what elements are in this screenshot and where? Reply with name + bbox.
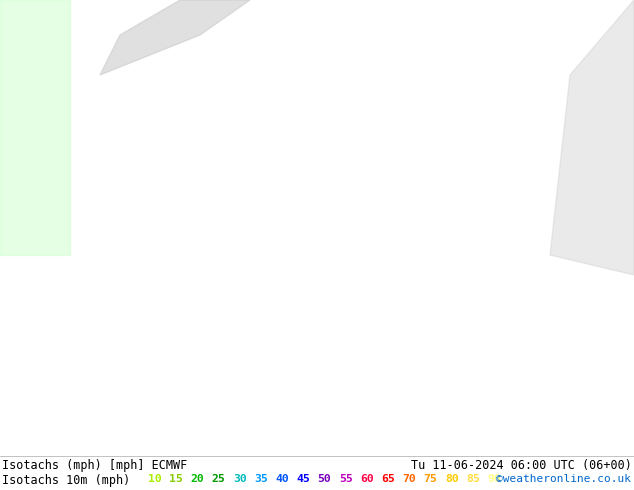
Text: 25: 25 bbox=[212, 474, 225, 484]
Text: 10: 10 bbox=[148, 474, 162, 484]
Text: 75: 75 bbox=[424, 474, 437, 484]
Polygon shape bbox=[100, 0, 250, 75]
Text: 20: 20 bbox=[190, 474, 204, 484]
Text: Isotachs (mph) [mph] ECMWF: Isotachs (mph) [mph] ECMWF bbox=[2, 459, 187, 472]
Text: 45: 45 bbox=[297, 474, 310, 484]
Polygon shape bbox=[550, 0, 634, 275]
Text: 55: 55 bbox=[339, 474, 353, 484]
Text: 80: 80 bbox=[445, 474, 458, 484]
Text: 60: 60 bbox=[360, 474, 374, 484]
Text: 65: 65 bbox=[381, 474, 395, 484]
Text: 35: 35 bbox=[254, 474, 268, 484]
Text: 15: 15 bbox=[169, 474, 183, 484]
Text: 85: 85 bbox=[466, 474, 480, 484]
Text: 50: 50 bbox=[318, 474, 332, 484]
Text: 30: 30 bbox=[233, 474, 247, 484]
Text: ©weatheronline.co.uk: ©weatheronline.co.uk bbox=[496, 474, 631, 484]
Text: Tu 11-06-2024 06:00 UTC (06+00): Tu 11-06-2024 06:00 UTC (06+00) bbox=[411, 459, 632, 472]
Text: 90: 90 bbox=[487, 474, 501, 484]
Text: 70: 70 bbox=[403, 474, 416, 484]
Text: 40: 40 bbox=[275, 474, 289, 484]
Text: Isotachs 10m (mph): Isotachs 10m (mph) bbox=[2, 474, 130, 487]
